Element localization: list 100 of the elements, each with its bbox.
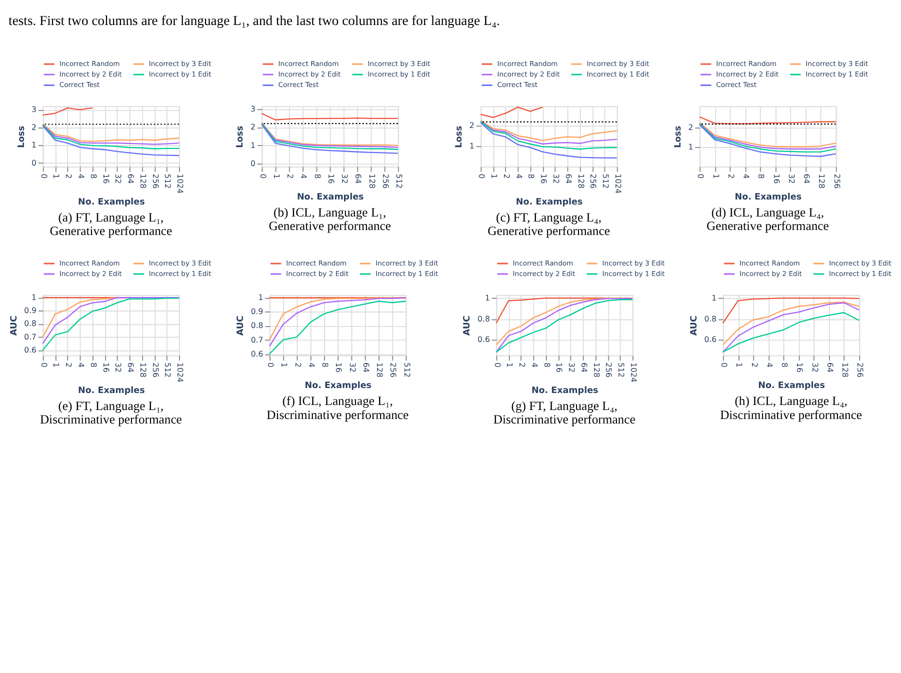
x-tick-label: 16 bbox=[795, 362, 804, 372]
x-tick-label: 256 bbox=[832, 174, 842, 189]
x-tick-label: 0 bbox=[492, 362, 502, 368]
x-tick-label: 4 bbox=[306, 362, 316, 368]
y-tick-label: 0.8 bbox=[24, 319, 37, 328]
x-tick-label: 1024 bbox=[176, 174, 185, 194]
x-axis-title: No. Examples bbox=[758, 381, 825, 392]
x-tick-label: 4 bbox=[76, 362, 86, 368]
x-tick-label: 16 bbox=[772, 174, 781, 184]
text: (e) FT, Language L₁, bbox=[58, 399, 164, 414]
y-tick-label: 0.9 bbox=[24, 306, 37, 316]
x-tick-label: 16 bbox=[101, 362, 110, 372]
x-tick-label: 0 bbox=[696, 174, 706, 179]
x-axis-title: No. Examples bbox=[734, 192, 802, 202]
y-tick-label: 1 bbox=[712, 293, 717, 302]
text: Generative performance bbox=[50, 224, 172, 238]
x-axis-title: No. Examples bbox=[304, 381, 372, 392]
x-tick-label: 64 bbox=[361, 362, 370, 372]
x-tick-label: 4 bbox=[530, 362, 539, 368]
y-tick-label: 1 bbox=[258, 293, 264, 302]
x-axis-title: No. Examples bbox=[516, 197, 583, 208]
y-tick-label: 0.6 bbox=[24, 345, 37, 354]
y-tick-label: 2 bbox=[250, 122, 256, 132]
line-series bbox=[699, 124, 836, 157]
y-tick-label: 3 bbox=[32, 105, 37, 114]
y-tick-label: 0 bbox=[250, 159, 256, 168]
x-tick-label: 4 bbox=[299, 174, 308, 179]
line-series bbox=[480, 106, 544, 118]
text: Generative performance bbox=[488, 224, 610, 238]
x-tick-label: 1 bbox=[52, 174, 61, 179]
x-tick-label: 16 bbox=[101, 174, 110, 184]
x-tick-label: 512 bbox=[601, 174, 610, 189]
text: (f) ICL, Language L₁, bbox=[282, 394, 393, 408]
text: (h) ICL, Language L₄, bbox=[734, 394, 848, 408]
x-tick-label: 4 bbox=[742, 174, 751, 179]
x-tick-label: 8 bbox=[312, 174, 322, 179]
x-tick-label: 128 bbox=[576, 174, 586, 189]
x-tick-label: 8 bbox=[88, 362, 98, 368]
x-tick-label: 32 bbox=[552, 174, 561, 184]
x-tick-label: 32 bbox=[114, 362, 123, 372]
x-tick-label: 128 bbox=[592, 362, 601, 378]
y-axis-title: Loss bbox=[454, 126, 465, 148]
x-tick-label: 8 bbox=[756, 174, 766, 179]
x-tick-label: 1 bbox=[505, 362, 514, 368]
line-series bbox=[42, 124, 180, 150]
x-tick-label: 2 bbox=[64, 362, 74, 368]
text: Discriminative performance bbox=[493, 412, 636, 427]
x-tick-label: 2 bbox=[64, 174, 74, 179]
x-tick-label: 1 bbox=[711, 174, 720, 179]
x-tick-label: 8 bbox=[320, 362, 330, 368]
x-axis-title: No. Examples bbox=[78, 386, 145, 396]
x-tick-label: 256 bbox=[604, 362, 614, 378]
y-tick-label: 0.6 bbox=[250, 349, 264, 358]
y-tick-label: 1 bbox=[32, 140, 37, 150]
y-tick-label: 0.7 bbox=[250, 335, 264, 344]
y-axis-title: AUC bbox=[236, 316, 246, 336]
x-tick-label: 32 bbox=[348, 362, 357, 372]
x-tick-label: 64 bbox=[825, 362, 834, 372]
y-axis-title: AUC bbox=[689, 316, 700, 336]
line-series bbox=[42, 107, 93, 116]
x-tick-label: 64 bbox=[579, 362, 588, 372]
x-tick-label: 0 bbox=[39, 174, 48, 179]
line-series bbox=[261, 112, 399, 120]
x-tick-label: 4 bbox=[764, 362, 774, 368]
x-tick-label: 64 bbox=[354, 174, 363, 184]
x-tick-label: 16 bbox=[326, 174, 336, 184]
y-tick-label: 0 bbox=[32, 158, 37, 168]
text: Discriminative performance bbox=[720, 408, 862, 422]
x-tick-label: 2 bbox=[518, 362, 527, 368]
x-tick-label: 512 bbox=[402, 362, 412, 378]
text: (g) FT, Language L₄, bbox=[511, 399, 618, 414]
y-tick-label: 0.9 bbox=[250, 307, 264, 316]
x-tick-label: 1024 bbox=[176, 362, 185, 382]
y-tick-label: 3 bbox=[250, 104, 256, 114]
x-tick-label: 0 bbox=[39, 362, 48, 368]
x-tick-label: 1 bbox=[734, 362, 744, 368]
x-tick-label: 1024 bbox=[613, 174, 622, 194]
y-tick-label: 0.8 bbox=[478, 314, 490, 324]
x-tick-label: 8 bbox=[88, 174, 98, 179]
x-tick-label: 2 bbox=[286, 174, 295, 179]
line-series bbox=[480, 120, 618, 142]
x-tick-label: 256 bbox=[588, 174, 598, 189]
x-tick-label: 128 bbox=[375, 362, 384, 378]
x-tick-label: 128 bbox=[840, 362, 850, 378]
line-series bbox=[480, 120, 618, 150]
x-tick-label: 2 bbox=[726, 174, 736, 179]
x-tick-label: 16 bbox=[334, 362, 344, 372]
x-tick-label: 1 bbox=[280, 362, 289, 368]
text: (a) FT, Language L₁, bbox=[58, 210, 164, 224]
x-axis-title: No. Examples bbox=[531, 386, 598, 396]
x-tick-label: 0 bbox=[719, 362, 728, 368]
x-tick-label: 32 bbox=[567, 362, 576, 372]
y-tick-label: 1 bbox=[250, 140, 256, 150]
text: Discriminative performance bbox=[266, 408, 410, 422]
text: (c) FT, Language L₄, bbox=[496, 210, 602, 224]
x-tick-label: 512 bbox=[163, 174, 172, 189]
x-axis-title: No. Examples bbox=[78, 197, 145, 208]
x-tick-label: 2 bbox=[502, 174, 511, 179]
x-tick-label: 64 bbox=[126, 362, 136, 372]
x-tick-label: 32 bbox=[114, 174, 123, 184]
